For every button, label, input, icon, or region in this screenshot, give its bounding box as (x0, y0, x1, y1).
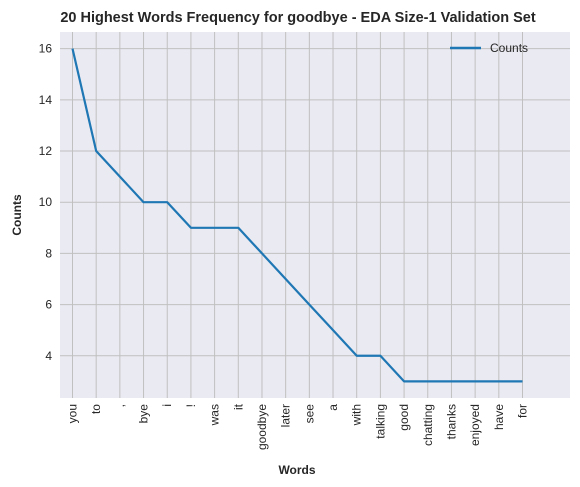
y-tick-label: 10 (39, 195, 53, 209)
chart-title: 20 Highest Words Frequency for goodbye -… (60, 10, 536, 26)
series-line-counts (71, 48, 523, 383)
y-tick-label: 8 (45, 246, 52, 260)
x-tick-label: was (208, 404, 222, 426)
legend: Counts (450, 41, 528, 55)
x-tick-label: later (279, 404, 293, 427)
x-tick-label: bye (137, 404, 151, 424)
y-axis-label: Counts (10, 194, 24, 236)
x-tick-label: good (397, 404, 411, 431)
x-tick-labels: you to, bye i! was it goodbye later see a with talk… (66, 403, 530, 450)
x-tick-label: , (113, 404, 127, 407)
y-tick-label: 6 (45, 298, 52, 312)
legend-label-counts: Counts (490, 41, 528, 55)
vertical-gridlines (72, 32, 523, 398)
y-tick-label: 4 (45, 349, 52, 363)
x-tick-label: talking (373, 404, 387, 439)
plot-area (60, 32, 570, 398)
x-tick-label: for (516, 404, 530, 418)
x-tick-label: with (350, 404, 364, 426)
x-tick-label: see (302, 404, 316, 424)
x-axis-label: Words (278, 463, 315, 477)
x-tick-label: enjoyed (468, 404, 482, 446)
x-tick-label: ! (184, 404, 198, 407)
x-tick-label: chatting (421, 404, 435, 446)
x-tick-label: you (66, 404, 80, 423)
x-tick-label: thanks (444, 404, 458, 439)
x-tick-label: goodbye (255, 404, 269, 450)
y-tick-label: 14 (39, 93, 53, 107)
x-tick-label: a (326, 404, 340, 411)
x-tick-label: to (89, 404, 103, 414)
x-tick-label: have (492, 404, 506, 430)
y-tick-labels: 4 6 8 10 12 14 16 (39, 42, 53, 363)
y-tick-label: 16 (39, 42, 53, 56)
y-tick-label: 12 (39, 144, 53, 158)
x-tick-label: it (231, 403, 245, 410)
x-tick-label: i (160, 404, 174, 407)
